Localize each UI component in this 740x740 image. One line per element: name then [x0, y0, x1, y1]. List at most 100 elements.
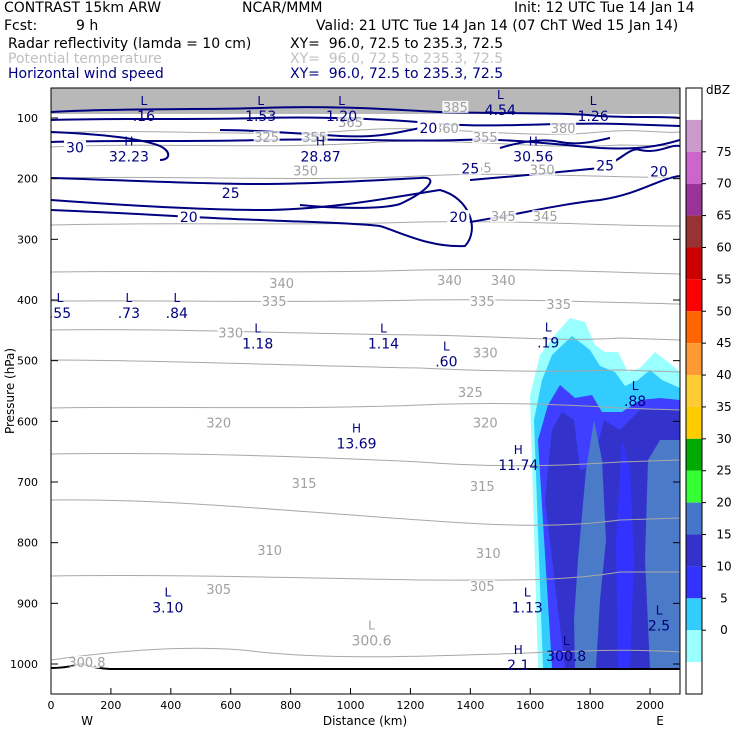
extremum-value: 300.6 — [351, 634, 391, 650]
isentrope-label-bg — [292, 164, 319, 177]
extremum-type: L — [632, 379, 639, 393]
extremum-value: 1.18 — [242, 336, 273, 352]
isentrope-335 — [51, 299, 680, 305]
isentrope-360 — [51, 128, 680, 135]
extremum-value: .84 — [166, 306, 188, 322]
extremum-type: L — [368, 619, 375, 633]
x-tick-label: 2000 — [636, 699, 664, 712]
colorbar-swatch — [686, 662, 702, 694]
isentrope-label-bg — [253, 131, 280, 144]
isentrope-label: 355 — [473, 131, 498, 146]
extremum-type: L — [380, 321, 387, 335]
isentrope-label-bg — [301, 131, 328, 144]
reflectivity-gap — [616, 440, 634, 668]
y-tick-label: 200 — [17, 173, 38, 186]
x-tick-label: 1200 — [396, 699, 424, 712]
isentrope-label-bg — [205, 416, 232, 429]
x-tick-label: 800 — [280, 699, 301, 712]
isentrope-315 — [51, 452, 680, 467]
isentrope-label-bg — [433, 122, 460, 135]
extremum-value: .73 — [118, 306, 140, 322]
colorbar-level-label: 65 — [716, 209, 731, 223]
colorbar-unit: dBZ — [706, 83, 730, 97]
wind-speed-label: 25 — [222, 186, 240, 202]
wind-speed-label: 20 — [180, 210, 198, 226]
isentrope-330 — [51, 329, 680, 341]
reflectivity-25dbz-core — [574, 420, 606, 668]
extremum-type: H — [316, 135, 325, 149]
colorbar-swatch — [686, 88, 702, 120]
isentrope-345 — [51, 221, 680, 227]
isentrope-label: 350 — [293, 165, 318, 180]
x-tick-label: 1600 — [516, 699, 544, 712]
colorbar-swatch — [686, 151, 702, 184]
colorbar-level-label: 55 — [716, 272, 731, 286]
x-axis-label: Distance (km) — [323, 714, 407, 728]
east-end-label: E — [656, 714, 664, 728]
plot-frame — [50, 87, 681, 695]
isentrope-label: 330 — [473, 347, 498, 362]
field-name-reflectivity: Radar reflectivity (lamda = 10 cm) — [8, 36, 252, 52]
field-name-wind: Horizontal wind speed — [8, 66, 164, 82]
colorbar-level-label: 15 — [716, 528, 731, 542]
wind-contour-30-west — [51, 131, 170, 161]
extremum-type: L — [173, 291, 180, 305]
extremum-type: L — [164, 585, 171, 599]
isentrope-350 — [51, 173, 680, 180]
field-xy-reflectivity: XY= 96.0, 72.5 to 235.3, 72.5 — [290, 36, 504, 52]
isentrope-300 — [51, 647, 680, 661]
isentrope-label-bg — [457, 386, 484, 399]
colorbar-swatch — [686, 470, 702, 503]
isentrope-label-bg — [337, 116, 364, 129]
extremum-type: H — [514, 643, 523, 657]
isentrope-label: 320 — [473, 416, 498, 431]
y-tick-label: 400 — [17, 294, 38, 307]
isentrope-label-bg — [436, 273, 463, 286]
extremum-value: .16 — [133, 109, 155, 125]
extremum-type: L — [257, 94, 264, 108]
init-time: Init: 12 UTC Tue 14 Jan 14 — [514, 0, 695, 16]
x-tick-label: 400 — [160, 699, 181, 712]
wind-speed-label: 20 — [650, 165, 668, 181]
extremum-value: 2.1 — [507, 658, 529, 674]
x-tick-label: 1400 — [456, 699, 484, 712]
isentrope-label: 315 — [292, 477, 317, 492]
isentrope-label-bg — [469, 295, 496, 308]
extremum-value: .88 — [624, 394, 646, 410]
isentrope-label: 310 — [476, 547, 501, 562]
x-axis: 0 200 400 600 800 1000 1200 1400 1600 1800 2000 — [48, 688, 664, 712]
isentrope-label-bg — [268, 276, 295, 289]
isentrope-label-bg — [532, 210, 559, 223]
extremum-value: 2.5 — [648, 619, 670, 635]
colorbar-level-label: 60 — [716, 240, 731, 254]
isentrope-label-bg — [261, 295, 288, 308]
wind-label-bg — [417, 120, 440, 134]
wind-speed-label: 20 — [449, 210, 467, 226]
isentrope-label-bg — [256, 543, 283, 556]
extremum-type: H — [124, 135, 133, 149]
y-tick-label: 800 — [17, 537, 38, 550]
field-name-theta: Potential temperature — [8, 51, 162, 67]
x-tick-label: 1800 — [576, 699, 604, 712]
isentrope-label: 305 — [206, 583, 231, 598]
wind-label-bg — [177, 210, 200, 224]
isentrope-label: 340 — [269, 277, 294, 292]
colorbar-level-label: 25 — [716, 464, 731, 478]
colorbar-swatch — [686, 438, 702, 471]
isentrope-label: 305 — [470, 580, 495, 595]
isentrope-label: 340 — [437, 274, 462, 289]
colorbar-swatch — [686, 375, 702, 407]
isentrope-label: 365 — [338, 116, 363, 131]
isentrope-label-bg — [545, 298, 572, 311]
y-tick-label: 1000 — [10, 658, 38, 671]
isentrope-355 — [51, 140, 680, 148]
colorbar-level-label: 30 — [716, 432, 731, 446]
isentrope-label: 385 — [443, 101, 468, 116]
colorbar-swatch — [686, 311, 702, 344]
extremum-value: 300.8 — [546, 649, 586, 665]
extremum-type: L — [57, 291, 64, 305]
fcst-value: 9 h — [76, 18, 99, 34]
valid-time: Valid: 21 UTC Tue 14 Jan 14 (07 ChT Wed … — [316, 18, 679, 34]
